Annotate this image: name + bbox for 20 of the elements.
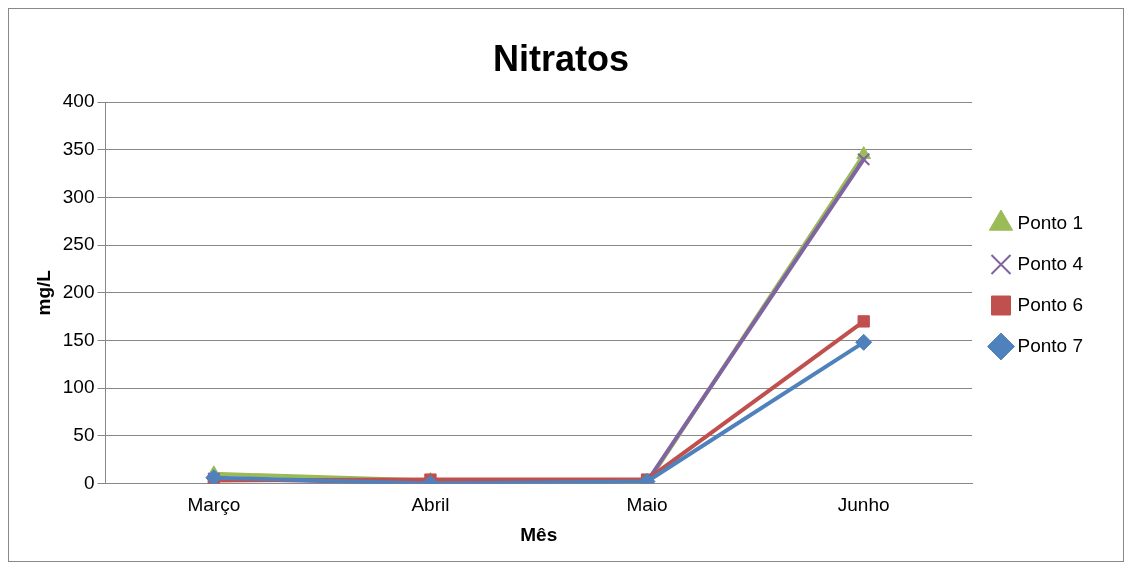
legend-label: Ponto 6 (1017, 293, 1083, 315)
legend-label: Ponto 7 (1017, 334, 1083, 356)
y-tick-label: 350 (62, 138, 95, 160)
x-axis-title: Mês (520, 523, 558, 545)
x-tick-label: Abril (411, 494, 450, 516)
y-tick-label: 0 (83, 471, 95, 493)
chart-title: Nitratos (492, 37, 630, 79)
y-tick-label: 100 (62, 376, 95, 398)
y-tick-label: 250 (62, 233, 95, 255)
x-tick-label: Junho (837, 494, 890, 516)
y-tick-label: 200 (62, 281, 95, 303)
legend-label: Ponto 4 (1017, 252, 1084, 274)
legend-label: Ponto 1 (1017, 211, 1083, 233)
y-tick-label: 150 (62, 328, 95, 350)
y-tick-label: 400 (62, 90, 95, 112)
x-tick-label: Maio (626, 494, 668, 516)
y-tick-label: 300 (62, 185, 95, 207)
y-tick-label: 50 (73, 423, 95, 445)
y-axis-title: mg/L (32, 269, 54, 316)
x-tick-label: Março (187, 494, 241, 516)
